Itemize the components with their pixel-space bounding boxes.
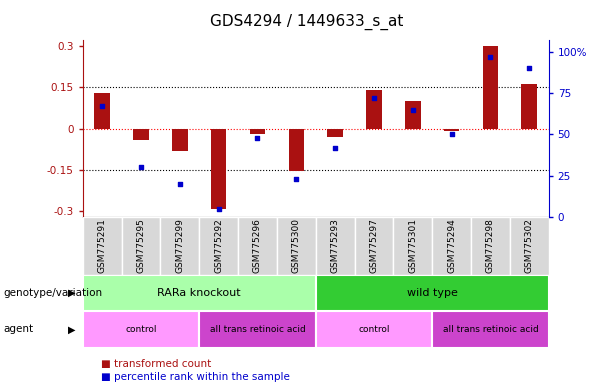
Bar bbox=[121, 217, 161, 275]
Text: ▶: ▶ bbox=[68, 288, 75, 298]
Text: GSM775298: GSM775298 bbox=[486, 218, 495, 273]
Bar bbox=[199, 217, 238, 275]
Bar bbox=[394, 217, 432, 275]
Bar bbox=[510, 217, 549, 275]
Bar bbox=[83, 311, 199, 348]
Text: GSM775291: GSM775291 bbox=[97, 218, 107, 273]
Bar bbox=[316, 275, 549, 311]
Bar bbox=[133, 129, 149, 140]
Bar bbox=[238, 217, 277, 275]
Bar bbox=[327, 129, 343, 137]
Text: wild type: wild type bbox=[407, 288, 457, 298]
Text: GSM775297: GSM775297 bbox=[370, 218, 378, 273]
Bar bbox=[161, 217, 199, 275]
Bar bbox=[289, 129, 304, 171]
Bar bbox=[432, 217, 471, 275]
Text: ■ percentile rank within the sample: ■ percentile rank within the sample bbox=[101, 372, 290, 382]
Text: GSM775293: GSM775293 bbox=[330, 218, 340, 273]
Point bbox=[408, 107, 417, 113]
Text: ▶: ▶ bbox=[68, 324, 75, 334]
Text: GDS4294 / 1449633_s_at: GDS4294 / 1449633_s_at bbox=[210, 13, 403, 30]
Bar bbox=[277, 217, 316, 275]
Bar bbox=[482, 46, 498, 129]
Point bbox=[369, 95, 379, 101]
Point bbox=[524, 65, 534, 71]
Point bbox=[485, 54, 495, 60]
Text: all trans retinoic acid: all trans retinoic acid bbox=[443, 325, 538, 334]
Text: genotype/variation: genotype/variation bbox=[3, 288, 102, 298]
Bar bbox=[199, 311, 316, 348]
Text: GSM775302: GSM775302 bbox=[525, 218, 534, 273]
Point bbox=[214, 206, 224, 212]
Text: GSM775295: GSM775295 bbox=[137, 218, 145, 273]
Point bbox=[253, 135, 262, 141]
Text: all trans retinoic acid: all trans retinoic acid bbox=[210, 325, 305, 334]
Text: GSM775294: GSM775294 bbox=[447, 218, 456, 273]
Bar bbox=[249, 129, 265, 134]
Point bbox=[136, 164, 146, 170]
Bar bbox=[471, 217, 510, 275]
Bar bbox=[444, 129, 459, 131]
Text: RARa knockout: RARa knockout bbox=[158, 288, 241, 298]
Bar bbox=[405, 101, 421, 129]
Bar bbox=[94, 93, 110, 129]
Text: control: control bbox=[358, 325, 390, 334]
Bar bbox=[83, 275, 316, 311]
Text: GSM775300: GSM775300 bbox=[292, 218, 301, 273]
Bar bbox=[316, 217, 354, 275]
Point bbox=[97, 103, 107, 109]
Bar bbox=[172, 129, 188, 151]
Text: GSM775292: GSM775292 bbox=[214, 218, 223, 273]
Text: GSM775296: GSM775296 bbox=[253, 218, 262, 273]
Bar bbox=[522, 84, 537, 129]
Text: GSM775301: GSM775301 bbox=[408, 218, 417, 273]
Point bbox=[291, 176, 301, 182]
Bar bbox=[211, 129, 226, 209]
Bar bbox=[366, 90, 382, 129]
Text: GSM775299: GSM775299 bbox=[175, 218, 185, 273]
Point bbox=[175, 181, 185, 187]
Point bbox=[447, 131, 457, 137]
Bar bbox=[354, 217, 394, 275]
Bar bbox=[83, 217, 121, 275]
Point bbox=[330, 144, 340, 151]
Bar bbox=[432, 311, 549, 348]
Bar bbox=[316, 311, 432, 348]
Text: control: control bbox=[125, 325, 157, 334]
Text: ■ transformed count: ■ transformed count bbox=[101, 359, 211, 369]
Text: agent: agent bbox=[3, 324, 33, 334]
